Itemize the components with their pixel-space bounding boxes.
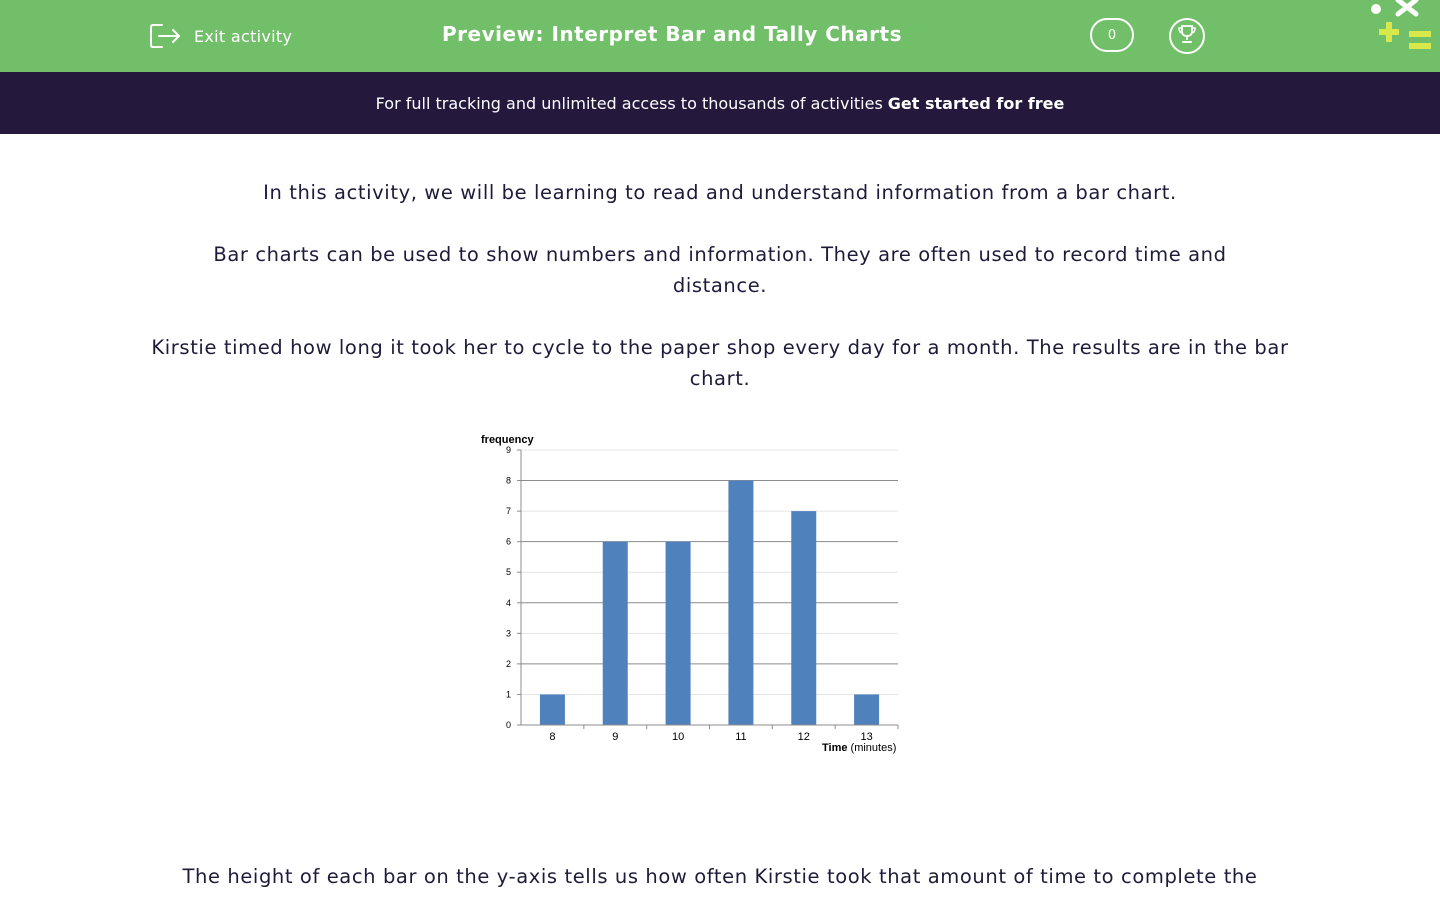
x-tick-label: 13 <box>860 731 872 743</box>
x-axis-label-bold: Time <box>822 742 847 754</box>
x-axis-label-units: (minutes) <box>847 742 896 754</box>
height-explanation: The height of each bar on the y-axis tel… <box>182 865 1258 888</box>
exit-activity-button[interactable]: Exit activity <box>148 20 292 52</box>
score-badge: 0 <box>1090 18 1134 52</box>
y-tick-label: 8 <box>506 476 511 486</box>
bar-13 <box>854 694 880 725</box>
bar-11 <box>728 480 754 725</box>
bar-chart-explanation: Bar charts can be used to show numbers a… <box>213 243 1227 297</box>
y-axis-label: frequency <box>481 434 534 446</box>
bar-10 <box>665 541 691 725</box>
page-title: Preview: Interpret Bar and Tally Charts <box>441 22 902 46</box>
exit-activity-label: Exit activity <box>194 26 293 46</box>
get-started-link[interactable]: Get started for free <box>887 93 1065 113</box>
y-tick-label: 0 <box>506 720 511 730</box>
x-tick-label: 12 <box>798 731 810 743</box>
x-tick-label: 9 <box>612 731 618 743</box>
bar-9 <box>602 541 628 725</box>
y-tick-label: 1 <box>506 689 511 699</box>
x-tick-label: 10 <box>672 731 684 743</box>
trophy-icon <box>1176 23 1198 49</box>
bar-8 <box>539 694 565 725</box>
y-tick-label: 3 <box>506 628 511 638</box>
y-tick-label: 9 <box>506 445 511 455</box>
y-tick-label: 6 <box>506 537 511 547</box>
math-symbols-logo <box>1366 0 1440 60</box>
x-axis-label: Time (minutes) <box>822 742 896 754</box>
top-bar: Exit activity Preview: Interpret Bar and… <box>0 0 1440 72</box>
x-tick-label: 8 <box>549 731 555 743</box>
intro-paragraph: In this activity, we will be learning to… <box>263 181 1177 204</box>
kirstie-description: Kirstie timed how long it took her to cy… <box>151 336 1289 390</box>
y-tick-label: 2 <box>506 659 511 669</box>
bar-12 <box>791 511 817 725</box>
exit-door-icon <box>148 21 182 51</box>
y-tick-label: 5 <box>506 567 511 577</box>
banner-text: For full tracking and unlimited access t… <box>375 93 883 113</box>
y-tick-label: 7 <box>506 506 511 516</box>
trophy-button[interactable] <box>1169 18 1205 54</box>
x-tick-label: 11 <box>735 731 746 743</box>
y-tick-label: 4 <box>506 598 511 608</box>
signup-banner: For full tracking and unlimited access t… <box>0 72 1440 134</box>
